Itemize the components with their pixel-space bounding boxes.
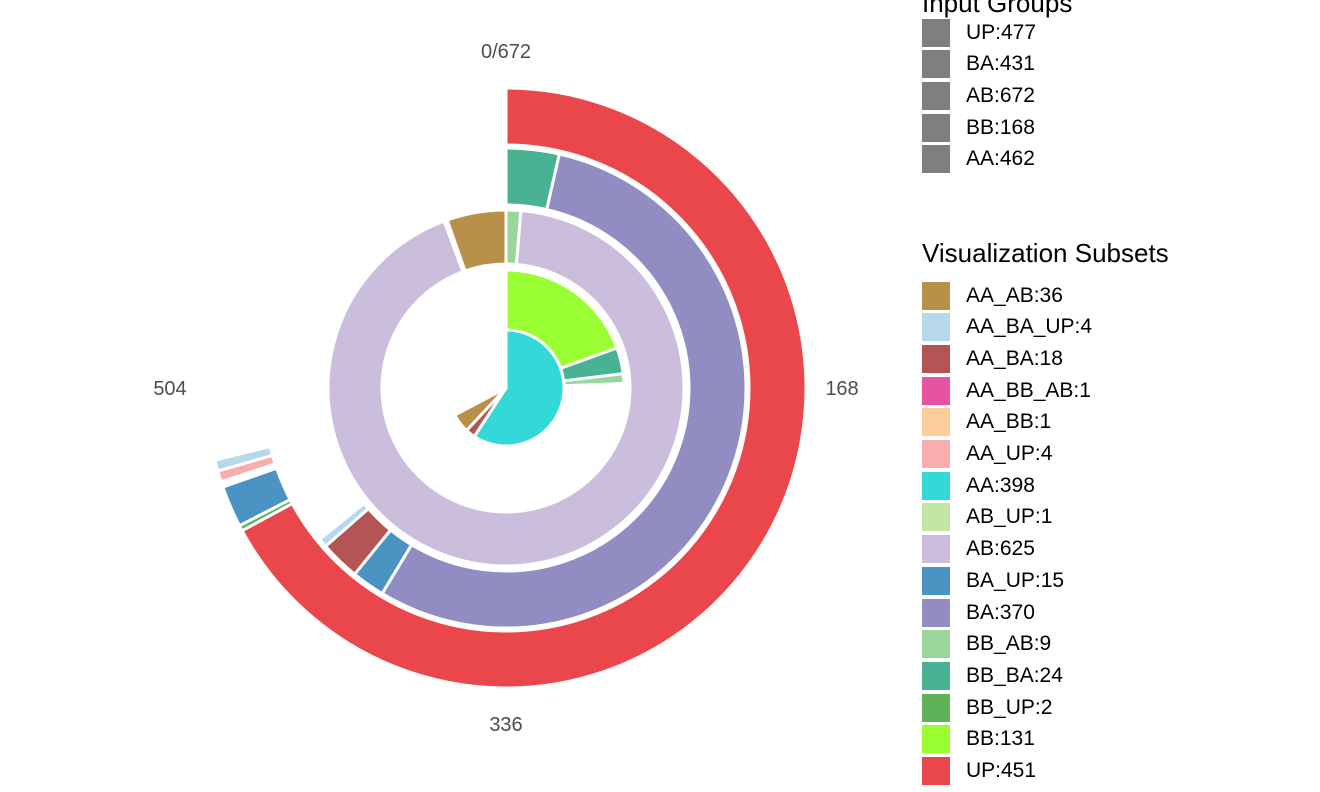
ring-aa <box>452 328 566 448</box>
legend-swatch <box>922 471 950 500</box>
segment-up-up <box>240 86 808 690</box>
legend-label: UP:477 <box>966 20 1037 44</box>
legend-item: BB_AB:9 <box>922 630 1051 659</box>
legend-swatch <box>922 503 950 532</box>
legend-item: AA_BA:18 <box>922 344 1063 373</box>
legend-label: BA:370 <box>966 600 1035 624</box>
legend-label: AB:625 <box>966 537 1035 561</box>
legend-swatch <box>922 630 950 659</box>
legend-swatch <box>922 50 950 79</box>
legend-item: AA_BA_UP:4 <box>922 313 1092 342</box>
legend-subsets-title: Visualization Subsets <box>922 238 1169 268</box>
legend-label: BB:131 <box>966 727 1035 751</box>
legend-item: UP:477 <box>922 18 1036 47</box>
legend-swatch <box>922 535 950 564</box>
legend-item: AA_BB:1 <box>922 408 1051 437</box>
legend-swatch <box>922 598 950 627</box>
legend-item: AA:462 <box>922 145 1035 174</box>
legend-swatch <box>922 440 950 468</box>
legend-swatch <box>922 113 950 142</box>
legend-label: BA_UP:15 <box>966 568 1065 592</box>
segment-up-aa-ba-up <box>213 444 275 473</box>
legend-label: BB_AB:9 <box>966 632 1052 656</box>
legend-label: AA_BA_UP:4 <box>966 315 1093 339</box>
tick-label: 504 <box>153 378 186 400</box>
legend-label: AA:398 <box>966 473 1035 497</box>
legend-label: BB:168 <box>966 115 1035 139</box>
legend-swatch <box>922 566 950 595</box>
legend-label: AA_AB:36 <box>966 283 1063 307</box>
legend-item: BB:131 <box>922 725 1035 754</box>
segment-ba-ba <box>380 152 748 630</box>
donut-rings <box>213 86 808 690</box>
legend-label: BB_BA:24 <box>966 663 1063 687</box>
segment-ab-ab <box>326 209 686 568</box>
legend-label: AB:672 <box>966 83 1035 107</box>
legend-item: AA:398 <box>922 471 1035 500</box>
angle-ticks: 0/672 168 336 504 <box>153 41 858 736</box>
nested-donut-chart: 0/672 168 336 504 <box>153 41 858 736</box>
legend-label: AA_BB:1 <box>966 410 1052 434</box>
legend-swatch <box>922 376 950 405</box>
ring-up <box>213 86 808 690</box>
segment-aa-aa <box>472 328 566 448</box>
legend-item: BB:168 <box>922 113 1035 142</box>
ring-ba <box>317 146 748 630</box>
legend-item: BA:431 <box>922 50 1035 79</box>
legend-swatch <box>922 344 950 373</box>
tick-label: 0/672 <box>481 41 531 63</box>
legend-input-groups: Input Groups UP:477 BA:431 AB:672 BB:168 AA:… <box>922 0 1073 174</box>
legend-item: AA_AB:36 <box>922 281 1063 310</box>
tick-label: 168 <box>825 378 858 400</box>
legend-label: AA_BB_AB:1 <box>966 378 1091 402</box>
legend-swatch <box>922 281 950 310</box>
legend-swatch <box>922 693 950 722</box>
legend-item: AB:625 <box>922 535 1035 564</box>
segment-ba-aa-ba-up <box>317 501 371 549</box>
legend-item: BA_UP:15 <box>922 566 1064 595</box>
legend-swatch <box>922 661 950 690</box>
legend-item: AB:672 <box>922 81 1035 110</box>
legend-item: BB_BA:24 <box>922 661 1063 690</box>
legend-item: BB_UP:2 <box>922 693 1052 722</box>
legend-label: AA_UP:4 <box>966 442 1053 465</box>
legend-input-groups-title: Input Groups <box>922 0 1073 18</box>
legend-item: AA_UP:4 <box>922 440 1052 469</box>
legend-swatch <box>922 757 950 785</box>
ring-ab <box>326 208 686 568</box>
segment-ab-aa-ab <box>445 208 508 273</box>
legend-label: AA:462 <box>966 147 1035 171</box>
legend-swatch <box>922 408 950 437</box>
legend-item: AB_UP:1 <box>922 503 1052 532</box>
legend-item: AA_BB_AB:1 <box>922 376 1091 405</box>
legend-swatch <box>922 145 950 174</box>
legend-swatch <box>922 18 950 47</box>
legend-swatch <box>922 81 950 110</box>
legend-label: BB_UP:2 <box>966 695 1053 719</box>
legend-swatch <box>922 313 950 342</box>
legend-item: BA:370 <box>922 598 1035 627</box>
legend-label: BA:431 <box>966 52 1035 76</box>
tick-label: 336 <box>489 714 522 736</box>
legend-label: AB_UP:1 <box>966 505 1053 529</box>
segment-aa-aa-ab <box>452 386 508 433</box>
legend-label: UP:451 <box>966 759 1037 782</box>
legend-visualization-subsets: Visualization Subsets AA_AB:36 AA_BA_UP:4… <box>922 238 1169 785</box>
segment-up-ba-up <box>220 466 293 528</box>
legend-swatch <box>922 725 950 754</box>
legend-item: UP:451 <box>922 757 1036 786</box>
legend-label: AA_BA:18 <box>966 346 1063 370</box>
